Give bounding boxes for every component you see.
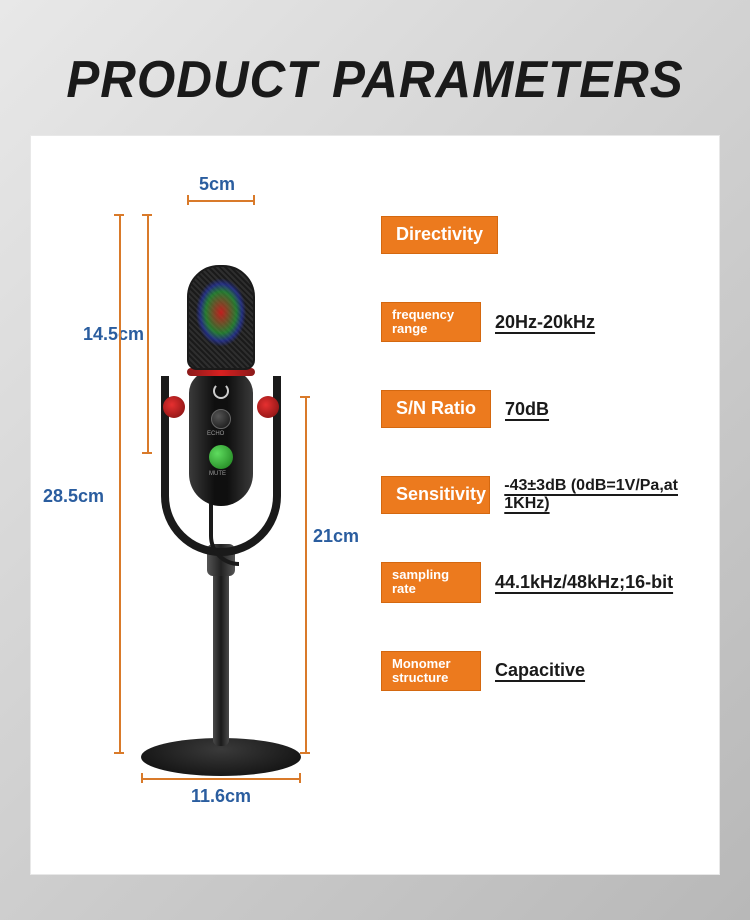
spec-label-line2: range: [392, 322, 470, 336]
spec-row-sensitivity: Sensitivity -43±3dB (0dB=1V/Pa,at 1KHz): [381, 476, 701, 514]
spec-label-line1: sampling: [392, 568, 470, 582]
spec-row-frequency: frequency range 20Hz-20kHz: [381, 302, 701, 343]
mic-logo-icon: [213, 383, 229, 399]
dim-head-height: 14.5cm: [83, 324, 144, 345]
spec-tag: Sensitivity: [381, 476, 490, 514]
dim-line: [147, 214, 149, 454]
dim-top-width: 5cm: [199, 174, 235, 195]
spec-label: S/N Ratio: [396, 399, 476, 419]
dim-stand-height: 21cm: [313, 526, 359, 547]
mic-body: ECHO MUTE: [189, 371, 253, 506]
dim-tick: [187, 195, 189, 205]
dim-line: [187, 200, 255, 202]
spec-list: Directivity frequency range 20Hz-20kHz S…: [381, 216, 701, 739]
dim-line: [119, 214, 121, 754]
page-title: PRODUCT PARAMETERS: [19, 0, 732, 135]
spec-value: 70dB: [505, 399, 549, 420]
mic-stem: [213, 566, 229, 746]
mic-mount-knob-right: [257, 396, 279, 418]
dim-total-height: 28.5cm: [43, 486, 104, 507]
spec-row-sn-ratio: S/N Ratio 70dB: [381, 390, 701, 428]
dim-base-width: 11.6cm: [191, 786, 251, 807]
spec-row-directivity: Directivity: [381, 216, 701, 254]
spec-label-line1: frequency: [392, 308, 470, 322]
spec-label: Sensitivity: [396, 485, 475, 505]
spec-tag: S/N Ratio: [381, 390, 491, 428]
spec-label: Directivity: [396, 225, 483, 245]
dim-tick: [114, 214, 124, 216]
spec-row-sampling: sampling rate 44.1kHz/48kHz;16-bit: [381, 562, 701, 603]
dim-tick: [141, 773, 143, 783]
spec-label-line2: structure: [392, 671, 470, 685]
spec-value: 44.1kHz/48kHz;16-bit: [495, 572, 673, 593]
spec-label-line2: rate: [392, 582, 470, 596]
dim-tick: [299, 773, 301, 783]
spec-value: Capacitive: [495, 660, 585, 681]
mute-button: [209, 445, 233, 469]
spec-value: 20Hz-20kHz: [495, 312, 595, 333]
mute-label: MUTE: [209, 471, 226, 477]
spec-row-monomer: Monomer structure Capacitive: [381, 651, 701, 692]
microphone-diagram: 5cm 14.5cm 28.5cm 21cm 11.6cm: [91, 196, 351, 816]
dim-tick: [142, 214, 152, 216]
spec-tag: Monomer structure: [381, 651, 481, 692]
spec-tag: Directivity: [381, 216, 498, 254]
content-panel: 5cm 14.5cm 28.5cm 21cm 11.6cm: [30, 135, 720, 875]
echo-label: ECHO: [207, 431, 224, 437]
mic-mount-knob-left: [163, 396, 185, 418]
spec-tag: frequency range: [381, 302, 481, 343]
mic-grill: [187, 265, 255, 370]
spec-tag: sampling rate: [381, 562, 481, 603]
dim-tick: [253, 195, 255, 205]
spec-value: -43±3dB (0dB=1V/Pa,at 1KHz): [504, 477, 701, 513]
spec-label-line1: Monomer: [392, 657, 470, 671]
echo-knob: [211, 409, 231, 429]
dim-line: [141, 778, 301, 780]
dim-line: [305, 396, 307, 754]
dim-tick: [300, 396, 310, 398]
dim-tick: [114, 752, 124, 754]
dim-tick: [300, 752, 310, 754]
dim-tick: [142, 452, 152, 454]
